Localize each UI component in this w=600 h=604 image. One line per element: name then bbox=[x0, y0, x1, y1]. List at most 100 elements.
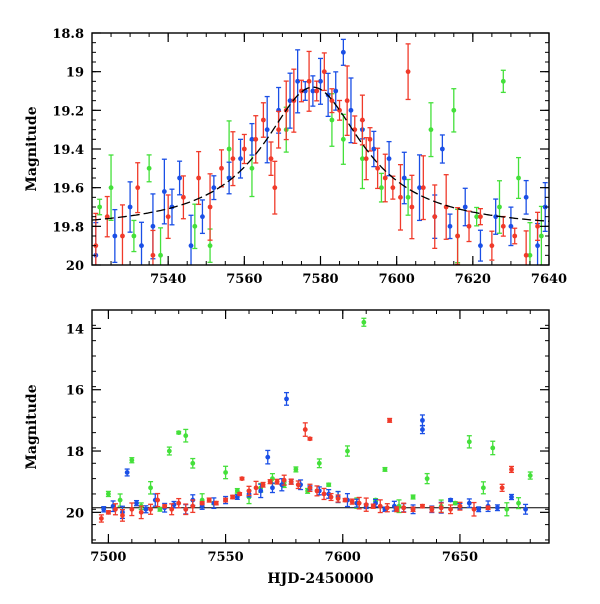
marker bbox=[363, 502, 369, 508]
marker bbox=[176, 500, 182, 506]
marker bbox=[272, 185, 278, 191]
marker bbox=[299, 88, 304, 94]
data-point bbox=[474, 206, 480, 227]
marker bbox=[344, 98, 350, 104]
data-point bbox=[98, 514, 104, 523]
marker bbox=[509, 494, 514, 500]
data-point bbox=[260, 102, 266, 138]
marker bbox=[146, 165, 152, 171]
data-point bbox=[329, 88, 335, 114]
data-point bbox=[97, 198, 103, 216]
marker bbox=[333, 88, 339, 94]
data-point bbox=[321, 487, 327, 501]
marker bbox=[523, 506, 528, 512]
marker bbox=[112, 233, 118, 239]
marker bbox=[356, 500, 362, 506]
x-axis-title: HJD-2450000 bbox=[267, 571, 374, 587]
data-point bbox=[462, 187, 468, 227]
marker bbox=[120, 513, 125, 518]
data-point bbox=[349, 498, 355, 505]
data-point bbox=[298, 79, 304, 103]
plot-frame bbox=[91, 309, 550, 544]
data-point bbox=[253, 480, 259, 495]
marker bbox=[117, 497, 123, 503]
y-tick-label: 20 bbox=[66, 506, 84, 521]
data-point bbox=[284, 391, 290, 406]
data-point bbox=[183, 503, 189, 516]
data-point bbox=[538, 205, 544, 265]
marker bbox=[120, 233, 125, 239]
marker bbox=[448, 506, 453, 512]
data-point bbox=[101, 506, 107, 513]
data-point bbox=[428, 102, 434, 158]
marker bbox=[183, 506, 189, 512]
data-point bbox=[432, 184, 438, 250]
marker bbox=[106, 509, 111, 515]
marker bbox=[134, 500, 139, 506]
data-point bbox=[105, 490, 111, 498]
marker bbox=[516, 500, 521, 506]
marker bbox=[302, 427, 308, 432]
marker bbox=[401, 505, 407, 511]
data-point bbox=[509, 493, 515, 501]
data-point bbox=[180, 175, 186, 220]
data-point bbox=[246, 485, 252, 497]
marker bbox=[490, 445, 496, 451]
data-point bbox=[420, 155, 426, 221]
marker bbox=[183, 433, 189, 439]
data-point bbox=[512, 227, 518, 245]
data-point bbox=[410, 506, 416, 513]
marker bbox=[420, 185, 426, 191]
marker bbox=[318, 78, 323, 84]
marker bbox=[177, 175, 182, 181]
data-point bbox=[223, 465, 229, 480]
marker bbox=[148, 506, 153, 512]
marker bbox=[478, 214, 483, 220]
data-point bbox=[316, 458, 322, 469]
data-point bbox=[155, 492, 161, 508]
marker bbox=[439, 146, 445, 152]
marker bbox=[253, 485, 259, 491]
data-point bbox=[455, 207, 461, 265]
x-tick-label: 7640 bbox=[531, 272, 567, 287]
data-point bbox=[127, 181, 133, 233]
data-point bbox=[352, 115, 358, 145]
bottom-panel: 7500 7550 7600 7650 14 16 18 20 Magnitude HJD-245… bbox=[24, 309, 550, 587]
marker bbox=[512, 233, 518, 239]
data-point bbox=[206, 497, 212, 503]
marker bbox=[265, 454, 271, 460]
x-tick-label: 7560 bbox=[226, 272, 262, 287]
marker bbox=[348, 107, 354, 113]
marker bbox=[326, 482, 332, 488]
marker bbox=[509, 467, 514, 472]
data-point bbox=[439, 134, 445, 164]
marker bbox=[328, 494, 334, 500]
marker bbox=[335, 496, 341, 501]
data-point bbox=[314, 485, 320, 497]
x-tick-label: 7600 bbox=[379, 272, 415, 287]
data-point bbox=[119, 204, 125, 265]
data-point bbox=[405, 43, 411, 101]
marker bbox=[192, 223, 198, 229]
y-tick-label: 19.8 bbox=[52, 220, 84, 235]
marker bbox=[432, 214, 438, 220]
data-point bbox=[169, 503, 175, 516]
marker bbox=[429, 506, 435, 512]
y-tick-label: 19.2 bbox=[52, 104, 84, 119]
marker bbox=[143, 506, 149, 512]
marker bbox=[314, 88, 320, 94]
data-point bbox=[276, 110, 282, 149]
series-red bbox=[93, 43, 541, 265]
marker bbox=[329, 117, 335, 123]
marker bbox=[340, 136, 346, 142]
marker bbox=[211, 185, 217, 191]
marker bbox=[310, 88, 316, 94]
data-point bbox=[516, 497, 522, 510]
data-point bbox=[419, 503, 425, 509]
marker bbox=[321, 491, 327, 497]
marker bbox=[535, 243, 540, 249]
series-blue bbox=[93, 38, 548, 265]
data-point bbox=[143, 505, 149, 514]
data-point bbox=[401, 151, 407, 205]
